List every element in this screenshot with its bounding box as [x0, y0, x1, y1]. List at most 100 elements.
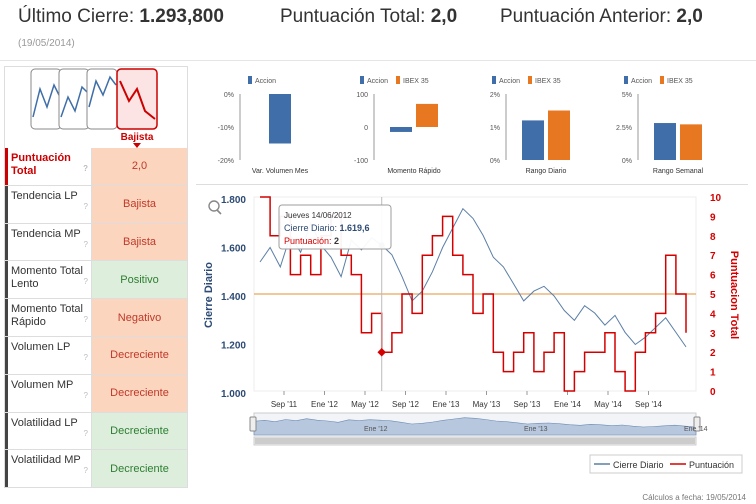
- x-tick-label: Sep '12: [392, 400, 419, 409]
- mini-chart-rango-diario: Accion IBEX 35 2% 1% 0% Rango Diario: [490, 76, 570, 175]
- help-icon[interactable]: ?: [83, 315, 88, 325]
- trend-panel: Bajista: [4, 66, 188, 148]
- help-icon[interactable]: ?: [83, 390, 88, 400]
- navigator-label: Ene '12: [364, 426, 388, 433]
- score-row-value: Bajista: [91, 185, 187, 223]
- score-row: Tendencia MP? Bajista: [4, 223, 188, 262]
- trend-pointer: [133, 143, 141, 148]
- help-icon[interactable]: ?: [83, 201, 88, 211]
- mini-chart-title: Var. Volumen Mes: [252, 168, 309, 175]
- score-row-label: Tendencia MP?: [5, 223, 91, 261]
- trend-icon-2[interactable]: [58, 68, 90, 130]
- legend-puntuacion: Puntuación: [689, 460, 734, 470]
- mini-chart-title: Momento Rápido: [387, 168, 440, 175]
- trend-icon-1[interactable]: [30, 68, 62, 130]
- help-icon[interactable]: ?: [83, 164, 88, 173]
- y-tick-label: 100: [356, 92, 368, 99]
- tooltip-cierre-value: 1.619,6: [340, 223, 370, 233]
- score-row: Momento Total Lento? Positivo: [4, 261, 188, 300]
- zoom-icon[interactable]: [208, 200, 220, 212]
- y-right-tick: 2: [710, 348, 716, 359]
- score-row-label: Puntuación Total?: [5, 148, 91, 185]
- score-row-value: Decreciente: [91, 374, 187, 412]
- score-row-label: Momento Total Lento?: [5, 261, 91, 299]
- y-right-title: Puntuacion Total: [728, 251, 740, 339]
- mini-chart-title: Rango Semanal: [653, 168, 704, 175]
- legend-swatch: [248, 76, 252, 84]
- y-tick-label: 1%: [490, 125, 500, 132]
- score-table: Bajista Puntuación Total? 2,0 Tendencia LP…: [4, 66, 188, 489]
- help-icon[interactable]: ?: [83, 352, 88, 362]
- help-icon[interactable]: ?: [83, 428, 88, 438]
- y-left-tick: 1.800: [221, 195, 246, 206]
- legend-label: Accion: [499, 78, 520, 85]
- legend-swatch: [360, 76, 364, 84]
- score-row-label: Momento Total Rápido?: [5, 299, 91, 336]
- y-left-tick: 1.200: [221, 341, 246, 352]
- puntuacion-marker[interactable]: [377, 347, 386, 357]
- y-tick-label: 0%: [490, 158, 500, 165]
- score-row-value: Bajista: [91, 223, 187, 261]
- mini-chart-var-volumen: Accion 0% -10% -20% Var. Volumen Mes: [218, 76, 309, 175]
- legend-swatch: [660, 76, 664, 84]
- x-tick-label: Sep '11: [271, 400, 298, 409]
- help-icon[interactable]: ?: [83, 277, 88, 287]
- y-right-tick: 4: [710, 309, 716, 320]
- legend-label: Accion: [367, 78, 388, 85]
- y-right-tick: 9: [710, 212, 716, 223]
- bar-accion: [269, 94, 291, 144]
- scrollbar-thumb[interactable]: [255, 438, 695, 444]
- zoom-icon-handle: [216, 209, 222, 215]
- y-left-title: Cierre Diario: [203, 262, 215, 328]
- x-tick-label: Sep '14: [635, 400, 662, 409]
- score-row-label: Volumen MP?: [5, 374, 91, 412]
- bar-accion: [522, 120, 544, 160]
- x-tick-label: May '12: [351, 400, 379, 409]
- y-tick-label: -10%: [218, 125, 234, 132]
- tooltip-cierre: Cierre Diario: 1.619,6: [284, 223, 370, 233]
- trend-icon-bajista[interactable]: [116, 68, 158, 130]
- score-row: Momento Total Rápido? Negativo: [4, 299, 188, 337]
- score-row: Volumen LP? Decreciente: [4, 336, 188, 375]
- tooltip-date: Jueves 14/06/2012: [284, 211, 352, 220]
- help-icon[interactable]: ?: [83, 239, 88, 249]
- score-row-value: Positivo: [91, 261, 187, 299]
- legend-label: Accion: [631, 78, 652, 85]
- bar-ibex-35: [548, 110, 570, 160]
- y-tick-label: 5%: [622, 92, 632, 99]
- divider: [0, 60, 756, 61]
- footer-calc-date: Cálculos a fecha: 19/05/2014: [642, 493, 746, 502]
- bar-ibex-35: [680, 124, 702, 160]
- score-row: Puntuación Total? 2,0: [4, 148, 188, 186]
- puntuacion-total: Puntuación Total: 2,0: [280, 6, 458, 27]
- help-icon[interactable]: ?: [83, 466, 88, 476]
- main-chart-panel: 1.800 1.600 1.400 1.200 1.000 Cierre Diario 10…: [196, 184, 748, 486]
- legend-label: IBEX 35: [667, 78, 693, 85]
- y-tick-label: 0%: [224, 92, 234, 99]
- y-tick-label: -100: [354, 158, 368, 165]
- score-row: Volumen MP? Decreciente: [4, 374, 188, 413]
- y-right-tick: 8: [710, 232, 716, 243]
- trend-icon-3[interactable]: [86, 68, 118, 130]
- legend-swatch: [492, 76, 496, 84]
- navigator-area: [253, 417, 697, 436]
- bar-ibex-35: [416, 103, 438, 127]
- puntuacion-anterior: Puntuación Anterior: 2,0: [500, 6, 703, 27]
- score-row-label: Volatilidad MP?: [5, 450, 91, 488]
- x-tick-label: May '14: [594, 400, 622, 409]
- mini-chart-rango-semanal: Accion IBEX 35 5% 2.5% 0% Rango Semanal: [616, 76, 704, 175]
- score-row-value: Decreciente: [91, 412, 187, 450]
- score-row-label: Volatilidad LP?: [5, 412, 91, 450]
- y-left-tick: 1.400: [221, 292, 246, 303]
- score-row-value: 2,0: [91, 148, 187, 185]
- tooltip: Jueves 14/06/2012 Cierre Diario: 1.619,6 P…: [278, 204, 392, 250]
- legend-swatch: [528, 76, 532, 84]
- mini-chart-title: Rango Diario: [526, 168, 567, 175]
- navigator-handle-right[interactable]: [693, 416, 701, 432]
- navigator-handle-left[interactable]: [249, 416, 257, 432]
- x-tick-label: Ene '13: [433, 400, 460, 409]
- bar-accion: [654, 123, 676, 160]
- navigator-label: Ene '14: [684, 426, 708, 433]
- legend-label: IBEX 35: [403, 78, 429, 85]
